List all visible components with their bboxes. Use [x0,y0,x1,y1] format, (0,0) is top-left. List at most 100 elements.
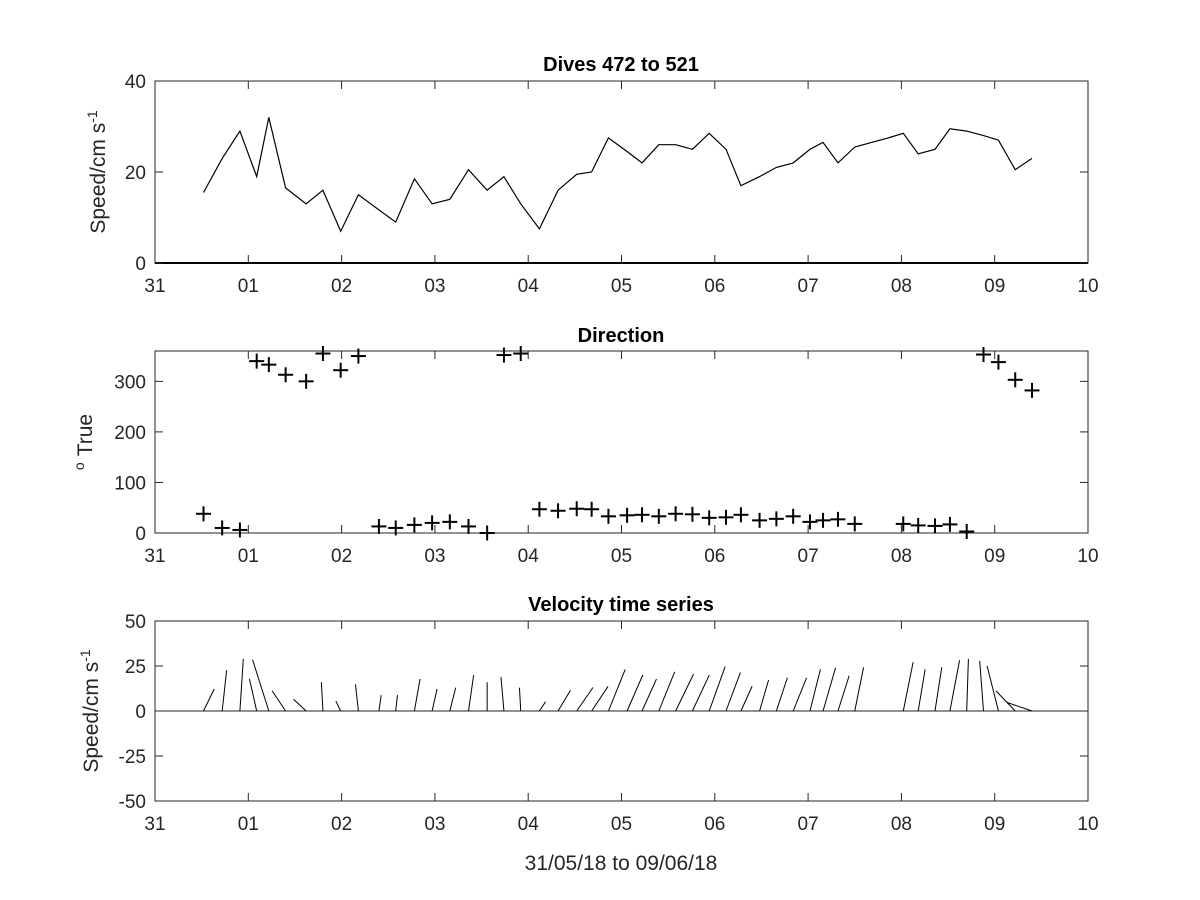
velocity-chart-xtick-label: 05 [611,814,632,835]
velocity-stick [792,677,808,712]
velocity-stick [467,674,475,712]
velocity-stick [221,670,228,712]
velocity-stick [641,678,657,712]
velocity-stick [271,690,287,712]
velocity-chart-ytick-label: -25 [119,747,146,768]
direction-chart-xtick-label: 06 [704,546,725,567]
direction-chart-xtick-label: 02 [331,546,352,567]
speed-chart-xtick-label: 06 [704,276,725,297]
direction-point [976,347,992,363]
speed-chart-ytick-label: 0 [135,254,146,275]
direction-point [333,362,349,378]
direction-point [959,523,975,539]
direction-point [406,517,422,533]
speed-chart-ytick-label: 20 [125,163,146,184]
direction-chart-xtick-label: 10 [1077,546,1098,567]
velocity-stick [809,669,821,712]
velocity-stick [986,665,999,712]
speed-chart-xtick-label: 09 [984,276,1005,297]
velocity-chart-ylabel: Speed/cm s-1 [77,649,103,773]
velocity-stick [658,671,676,712]
direction-point [815,512,831,528]
velocity-chart-xtick-label: 31 [144,814,165,835]
velocity-stick [293,698,307,712]
velocity-stick [239,659,244,712]
velocity-stick [934,667,943,712]
velocity-stick [248,678,258,712]
direction-chart-xtick-label: 03 [424,546,445,567]
velocity-stick [708,666,726,712]
speed-chart-ylabel: Speed/cm s-1 [84,110,110,234]
direction-point [895,516,911,532]
direction-point [733,507,749,523]
velocity-stick [252,659,270,712]
direction-point [990,354,1006,370]
direction-chart-xtick-label: 08 [891,546,912,567]
velocity-stick [822,667,837,712]
velocity-chart-xtick-label: 06 [704,814,725,835]
direction-point [315,346,331,362]
velocity-chart-ylabel-sup: -1 [77,649,93,662]
velocity-chart-xtick-label: 01 [238,814,259,835]
direction-point [651,508,667,524]
velocity-stick [966,658,969,712]
velocity-stick [413,678,421,712]
speed-chart-xtick-label: 31 [144,276,165,297]
direction-point [261,357,277,373]
direction-chart-ytick-label: 200 [114,423,146,444]
speed-chart-ylabel-text: Speed/cm s [87,123,110,234]
direction-point [424,515,440,531]
velocity-stick [902,662,914,712]
direction-point [910,517,926,533]
velocity-chart-xtick-label: 08 [891,814,912,835]
velocity-stick [538,701,546,712]
speed-chart-xtick-label: 03 [424,276,445,297]
velocity-chart-xtick-label: 03 [424,814,445,835]
velocity-chart-title: Velocity time series [528,594,714,616]
speed-chart-xtick-label: 10 [1077,276,1098,297]
direction-point [752,512,768,528]
direction-chart-ytick-label: 300 [114,372,146,393]
velocity-stick [759,679,770,712]
direction-chart-xtick-label: 09 [984,546,1005,567]
velocity-chart-xtick-label: 07 [798,814,819,835]
direction-point [388,520,404,536]
velocity-chart: Velocity time series 31 01 02 03 04 05 06 07 08 0… [77,594,1099,875]
direction-point [785,508,801,524]
speed-series-line [202,117,1033,233]
velocity-chart-ylabel-text: Speed/cm s [80,662,103,773]
velocity-stick [740,686,753,712]
direction-point [278,367,294,383]
direction-point [460,518,476,534]
direction-point [847,516,863,532]
speed-chart-ytick-label: 40 [125,72,146,93]
velocity-stick [378,695,382,712]
direction-point [1024,382,1040,398]
direction-chart-ytick-label: 0 [135,524,146,545]
velocity-stick [626,674,644,712]
speed-chart-ticks: 31 01 02 03 04 05 06 07 08 09 10 0 20 40 [125,72,1099,297]
direction-chart-xtick-label: 01 [238,546,259,567]
direction-chart-ylabel-text: True [74,414,97,456]
speed-chart-xtick-label: 08 [891,276,912,297]
velocity-stick [203,688,215,712]
direction-point [802,514,818,530]
velocity-chart-data [203,658,1033,712]
direction-point [768,511,784,527]
velocity-stick [949,660,961,712]
velocity-chart-xtick-label: 09 [984,814,1005,835]
direction-chart: Direction 31 01 02 03 04 05 06 07 08 09 1001002003… [71,325,1099,567]
velocity-stick [449,687,457,712]
direction-point [600,508,616,524]
direction-point [249,353,265,369]
velocity-stick [995,690,1016,712]
direction-chart-xtick-label: 04 [518,546,540,567]
velocity-stick [354,684,359,712]
direction-point [668,506,684,522]
direction-point [550,503,566,519]
velocity-chart-ytick-label: -50 [119,792,146,813]
direction-chart-title: Direction [578,325,665,347]
